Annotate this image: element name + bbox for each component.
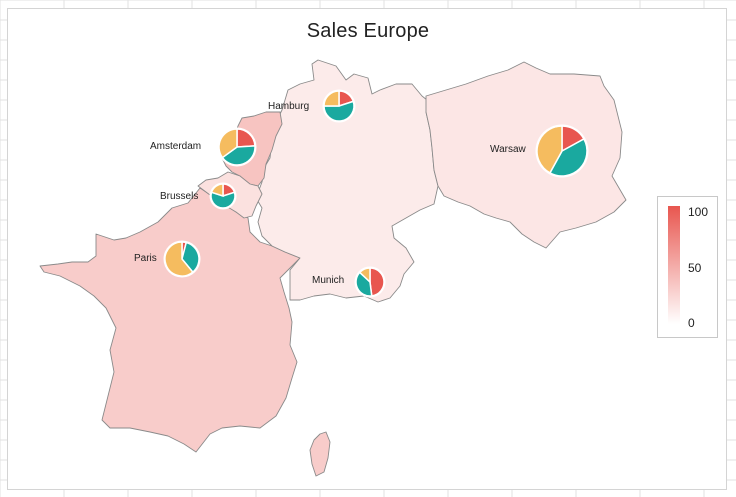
city-label-warsaw: Warsaw	[490, 144, 527, 155]
pie-munich-slice-1[interactable]	[369, 267, 385, 297]
city-label-amsterdam: Amsterdam	[150, 141, 201, 152]
city-label-munich: Munich	[312, 275, 344, 286]
chart-title: Sales Europe	[306, 20, 430, 42]
pie-paris-slice-3[interactable]	[164, 241, 194, 277]
city-label-brussels: Brussels	[160, 191, 198, 202]
pie-brussels-slice-3[interactable]	[210, 183, 224, 198]
pie-warsaw-slice-3[interactable]	[536, 125, 563, 174]
city-pies-layer	[163, 89, 589, 298]
legend-tick-mid: 50	[688, 261, 702, 275]
city-label-paris: Paris	[134, 253, 157, 264]
pie-munich-slice-2[interactable]	[355, 271, 373, 297]
legend-gradient-bar	[668, 206, 680, 324]
pie-hamburg-slice-3[interactable]	[323, 90, 340, 107]
pie-warsaw-slice-2[interactable]	[548, 137, 588, 177]
region-poland[interactable]	[425, 61, 627, 249]
city-label-hamburg: Hamburg	[268, 101, 309, 112]
legend-tick-max: 100	[688, 205, 709, 219]
pie-paris-slice-2[interactable]	[181, 241, 200, 274]
region-corsica[interactable]	[309, 431, 331, 477]
color-scale-legend[interactable]: 100 50 0	[657, 196, 718, 338]
region-france[interactable]	[39, 187, 301, 453]
pie-munich-slice-3[interactable]	[358, 267, 371, 284]
pie-amsterdam-slice-2[interactable]	[221, 145, 256, 166]
region-germany[interactable]	[255, 59, 439, 303]
legend-tick-min: 0	[688, 316, 695, 330]
pie-brussels-slice-2[interactable]	[210, 191, 236, 209]
pie-amsterdam-slice-3[interactable]	[218, 128, 238, 159]
